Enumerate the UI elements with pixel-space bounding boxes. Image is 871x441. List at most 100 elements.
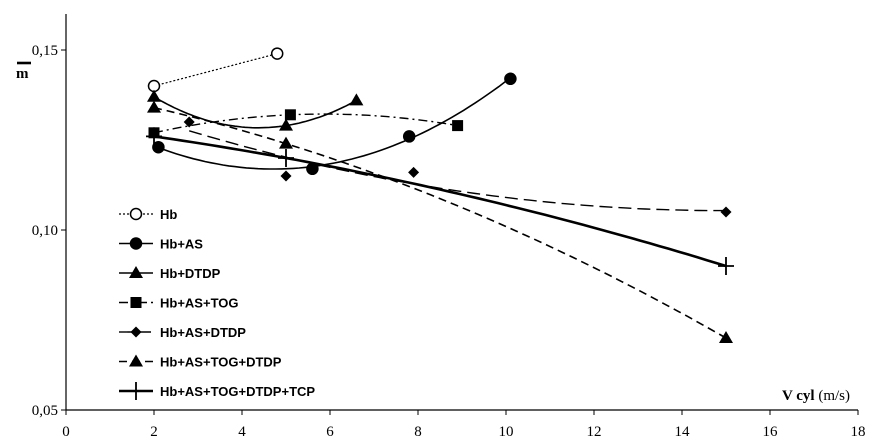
y-axis-label: m bbox=[16, 66, 29, 82]
data-point bbox=[270, 47, 284, 60]
data-point bbox=[278, 149, 294, 167]
axes: 0 2 4 6 8 10 12 14 16 18 0,05 0,10 0,15m V cyl (m/s) bbox=[16, 14, 866, 440]
legend-marker-shape bbox=[129, 266, 143, 278]
legend: Hb Hb+AS Hb+DTDP Hb+AS+TOG Hb+AS+DTDP Hb+AS+T… bbox=[119, 207, 315, 400]
data-point-shape bbox=[152, 140, 165, 154]
legend-marker bbox=[128, 382, 144, 400]
series-hb-as-tog bbox=[148, 109, 464, 139]
legend-marker bbox=[129, 207, 143, 221]
trend-line-hb-as-dtdp bbox=[189, 130, 726, 212]
data-point bbox=[152, 140, 165, 154]
legend-item-hb-as: Hb+AS bbox=[119, 237, 203, 252]
legend-marker-shape bbox=[130, 326, 142, 338]
data-point bbox=[279, 118, 293, 131]
data-point bbox=[146, 127, 162, 146]
data-point-shape bbox=[718, 257, 734, 275]
data-point-shape bbox=[147, 89, 161, 102]
legend-item-hb-as-dtdp: Hb+AS+DTDP bbox=[119, 325, 246, 340]
data-point bbox=[284, 109, 296, 121]
y-tick-label: 0,10 bbox=[32, 223, 58, 239]
data-point bbox=[349, 93, 364, 106]
data-point bbox=[279, 136, 293, 149]
legend-label: Hb+AS+TOG+DTDP+TCP bbox=[160, 384, 315, 399]
data-point bbox=[718, 257, 734, 275]
series-hb bbox=[147, 47, 284, 93]
series-hb-as-tog-dtdp-tcp bbox=[146, 127, 734, 275]
x-tick-label: 14 bbox=[675, 424, 691, 440]
legend-marker-shape bbox=[130, 297, 142, 308]
x-tick-label: 10 bbox=[499, 424, 514, 440]
x-tick-label: 8 bbox=[414, 424, 422, 440]
data-point-shape bbox=[408, 166, 420, 178]
data-point-shape bbox=[278, 149, 294, 167]
data-point-shape bbox=[504, 72, 517, 86]
x-tick-label: 16 bbox=[763, 424, 779, 440]
trend-line-hb bbox=[153, 53, 278, 87]
legend-marker bbox=[129, 266, 143, 278]
x-tick-label: 0 bbox=[62, 424, 70, 440]
series-layer bbox=[146, 47, 734, 343]
trend-line-hb-as-tog-dtdp bbox=[153, 106, 727, 339]
legend-marker-shape bbox=[129, 237, 143, 250]
x-axis-label-unit: (m/s) bbox=[818, 388, 850, 404]
series-hb-as-tog-dtdp bbox=[147, 100, 733, 343]
data-point bbox=[402, 130, 416, 143]
data-point-shape bbox=[279, 136, 293, 149]
legend-label: Hb bbox=[160, 207, 177, 222]
legend-label: Hb+AS bbox=[160, 237, 203, 252]
data-point-shape bbox=[719, 331, 733, 343]
data-point-shape bbox=[349, 93, 364, 106]
x-axis-label-main: V cyl bbox=[782, 388, 818, 404]
data-point-shape bbox=[279, 118, 293, 131]
legend-item-hb-as-tog-dtdp-tcp: Hb+AS+TOG+DTDP+TCP bbox=[119, 382, 315, 400]
data-point bbox=[183, 116, 195, 128]
data-point-shape bbox=[452, 120, 464, 132]
data-point bbox=[147, 89, 161, 102]
legend-marker bbox=[129, 237, 143, 250]
data-point bbox=[504, 72, 517, 86]
y-tick-label: 0,15 bbox=[32, 43, 58, 59]
legend-label: Hb+AS+DTDP bbox=[160, 325, 246, 340]
legend-item-hb-as-tog-dtdp: Hb+AS+TOG+DTDP bbox=[119, 354, 282, 370]
x-tick-label: 12 bbox=[587, 424, 602, 440]
x-tick-label: 2 bbox=[150, 424, 158, 440]
x-tick-label: 18 bbox=[851, 424, 866, 440]
legend-label: Hb+AS+TOG+DTDP bbox=[160, 355, 282, 370]
legend-item-hb-as-tog: Hb+AS+TOG bbox=[119, 296, 239, 311]
series-hb-as-dtdp bbox=[183, 116, 732, 218]
legend-label: Hb+DTDP bbox=[160, 266, 221, 281]
x-axis-label: V cyl (m/s) bbox=[782, 388, 850, 404]
data-point-shape bbox=[284, 109, 296, 121]
legend-label: Hb+AS+TOG bbox=[160, 296, 239, 311]
series-hb-dtdp bbox=[147, 89, 364, 131]
data-point bbox=[720, 206, 732, 218]
legend-item-hb: Hb bbox=[119, 207, 177, 222]
legend-marker-shape bbox=[129, 354, 143, 367]
data-point-shape bbox=[270, 47, 284, 60]
y-tick-label: 0,05 bbox=[32, 403, 58, 419]
legend-marker-shape bbox=[128, 382, 144, 400]
trend-line-hb-as-tog bbox=[153, 113, 458, 134]
legend-marker-shape bbox=[129, 207, 143, 221]
legend-marker bbox=[130, 326, 142, 338]
trend-line-hb-dtdp bbox=[153, 96, 357, 129]
data-point-shape bbox=[147, 100, 161, 113]
data-point bbox=[147, 100, 161, 113]
legend-marker bbox=[129, 354, 143, 367]
data-point-shape bbox=[280, 170, 292, 182]
data-point bbox=[719, 331, 733, 343]
legend-marker bbox=[130, 297, 142, 308]
trend-line-hb-as bbox=[158, 77, 511, 170]
data-point-shape bbox=[402, 130, 416, 143]
data-point bbox=[408, 166, 420, 178]
data-point-shape bbox=[146, 127, 162, 146]
trend-line-hb-as-tog-dtdp-tcp bbox=[153, 135, 727, 268]
data-point bbox=[452, 120, 464, 132]
x-tick-label: 4 bbox=[238, 424, 246, 440]
data-point bbox=[280, 170, 292, 182]
legend-item-hb-dtdp: Hb+DTDP bbox=[119, 266, 221, 281]
data-point-shape bbox=[183, 116, 195, 128]
data-point-shape bbox=[720, 206, 732, 218]
x-tick-label: 6 bbox=[326, 424, 334, 440]
